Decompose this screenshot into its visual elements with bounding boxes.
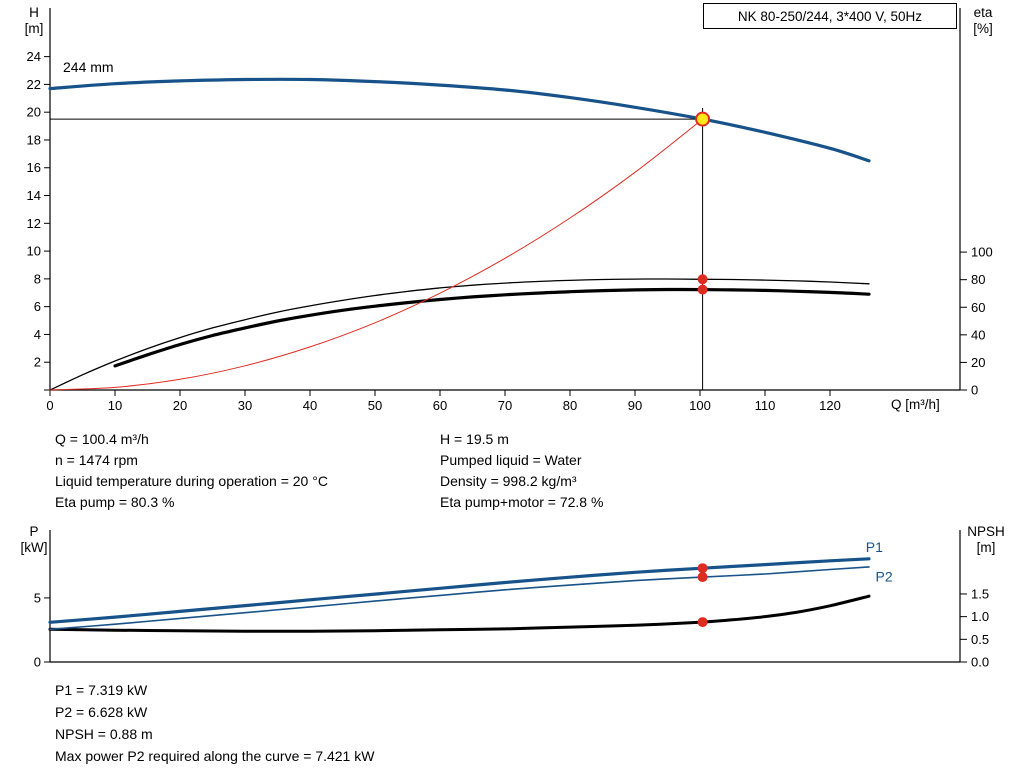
y-left-tick-label: 22 [27, 77, 41, 92]
p2-duty-dot [697, 572, 708, 583]
eta-axis-unit: [%] [973, 21, 993, 36]
info-line: Liquid temperature during operation = 20… [55, 473, 328, 489]
head-capacity-chart: 0 10 20 30 40 50 60 70 80 90 100 110 120246810121416… [27, 8, 993, 413]
info-line: Density = 998.2 kg/m³ [440, 473, 577, 489]
impeller-size-label: 244 mm [63, 59, 114, 75]
x-tick-label: 0 [46, 398, 53, 413]
y-left-tick-label: 20 [27, 105, 41, 120]
y-right-tick-label: 20 [971, 355, 985, 370]
eta-axis-symbol: eta [973, 5, 993, 20]
x-tick-label: 90 [628, 398, 642, 413]
q-axis-label: Q [m³/h] [891, 397, 940, 412]
info-line: NPSH = 0.88 m [55, 726, 153, 742]
y-left-tick-label: 24 [27, 49, 41, 64]
h-axis-label: H [m] [16, 5, 52, 37]
y-left-tick-label: 12 [27, 216, 41, 231]
series-eta-pump-motor [113, 287, 871, 368]
p-axis-unit: [kW] [20, 540, 48, 555]
x-tick-label: 80 [563, 398, 577, 413]
p2-curve-label: P2 [876, 568, 893, 584]
info-line: P1 = 7.319 kW [55, 682, 148, 698]
x-tick-label: 30 [238, 398, 252, 413]
duty-point-marker [695, 111, 711, 127]
series-pump-curve-244mm [48, 77, 871, 163]
y-right-tick-label: 60 [971, 300, 985, 315]
series-eta-pump [49, 278, 870, 391]
chart-title-box: NK 80-250/244, 3*400 V, 50Hz [703, 3, 957, 29]
x-tick-label: 10 [108, 398, 122, 413]
y-right-tick-label: 1.5 [971, 586, 989, 601]
y-left-tick-label: 8 [34, 271, 41, 286]
y-left-tick-label: 4 [34, 327, 41, 342]
y-left-tick-label: 0 [34, 655, 41, 670]
y-right-tick-label: 0 [971, 383, 978, 398]
y-left-tick-label: 2 [34, 355, 41, 370]
y-right-tick-label: 40 [971, 327, 985, 342]
h-axis-unit: [m] [24, 21, 44, 36]
series-p1 [48, 557, 871, 624]
y-right-tick-label: 1.0 [971, 609, 989, 624]
power-npsh-chart: 0 5 0.0 0.5 1.0 1.5 P1 P2 [34, 530, 989, 670]
info-line: n = 1474 rpm [55, 452, 138, 468]
y-left-tick-label: 6 [34, 299, 41, 314]
info-line: Eta pump+motor = 72.8 % [440, 494, 604, 510]
y-left-tick-label: 14 [27, 188, 41, 203]
y-right-tick-label: 0.0 [971, 655, 989, 670]
x-tick-label: 110 [755, 398, 776, 413]
info-line: Eta pump = 80.3 % [55, 494, 175, 510]
p-axis-label: P [kW] [16, 524, 52, 556]
h-axis-symbol: H [29, 5, 39, 20]
eta-pump-duty-dot [697, 274, 708, 285]
y-left-tick-label: 10 [27, 244, 41, 259]
p1-curve-label: P1 [866, 539, 883, 555]
eta-pump-motor-duty-dot [697, 284, 708, 295]
y-left-tick-label: 18 [27, 132, 41, 147]
x-tick-label: 60 [433, 398, 447, 413]
series-npsh [48, 594, 871, 633]
info-line: Q = 100.4 m³/h [55, 431, 149, 447]
eta-axis-label: eta [%] [963, 5, 1003, 37]
x-tick-label: 20 [173, 398, 187, 413]
x-tick-label: 120 [819, 398, 841, 413]
info-line: Max power P2 required along the curve = … [55, 748, 375, 764]
y-right-tick-label: 80 [971, 272, 985, 287]
info-line: Pumped liquid = Water [440, 452, 582, 468]
x-tick-label: 50 [368, 398, 382, 413]
duty-info-left: Q = 100.4 m³/h n = 1474 rpm Liquid tempera… [55, 429, 328, 513]
x-tick-label: 40 [303, 398, 317, 413]
p-axis-symbol: P [29, 524, 39, 539]
npsh-axis-unit: [m] [976, 540, 996, 555]
y-right-tick-label: 0.5 [971, 632, 989, 647]
y-right-tick-label: 100 [971, 245, 993, 260]
npsh-duty-dot [697, 617, 708, 628]
x-tick-label: 100 [689, 398, 711, 413]
y-left-tick-label: 5 [34, 590, 41, 605]
npsh-axis-label: NPSH [m] [960, 524, 1012, 556]
npsh-axis-symbol: NPSH [967, 524, 1005, 539]
series-system-curve [49, 118, 704, 391]
info-line: P2 = 6.628 kW [55, 704, 148, 720]
p1-duty-dot [697, 563, 708, 574]
info-line: H = 19.5 m [440, 431, 509, 447]
power-info: P1 = 7.319 kW P2 = 6.628 kW NPSH = 0.88 m M… [55, 679, 374, 767]
series-p2 [49, 566, 870, 631]
duty-info-right: H = 19.5 m Pumped liquid = Water Density =… [440, 429, 603, 513]
y-left-tick-label: 16 [27, 160, 41, 175]
x-tick-label: 70 [498, 398, 512, 413]
